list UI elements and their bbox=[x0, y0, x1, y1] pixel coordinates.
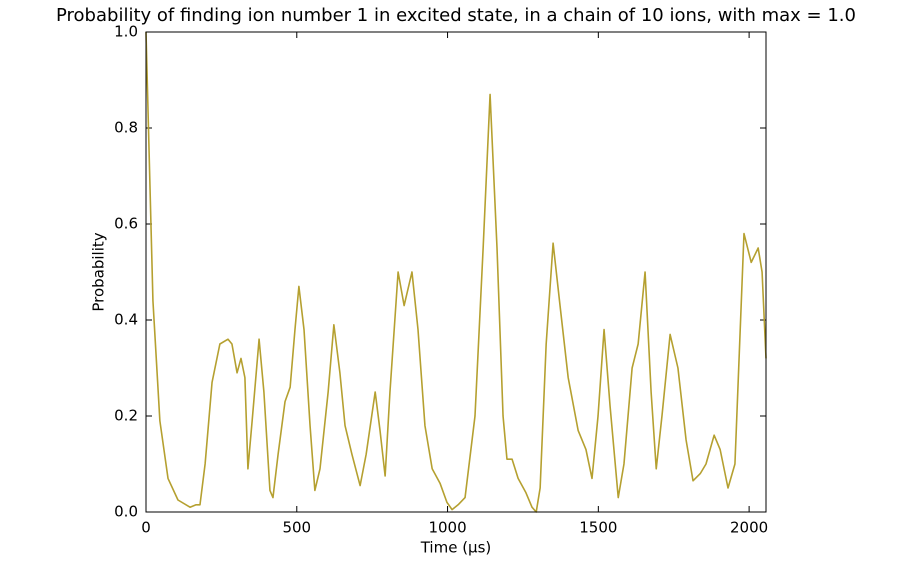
y-axis-label: Probability bbox=[90, 232, 108, 311]
x-tick-label: 2000 bbox=[730, 519, 768, 537]
plot-frame bbox=[145, 31, 767, 513]
x-axis-label: Time (μs) bbox=[420, 539, 492, 557]
x-tick-label: 1500 bbox=[579, 519, 617, 537]
y-tick-label: 0.6 bbox=[114, 215, 138, 233]
x-tick-label: 1000 bbox=[428, 519, 466, 537]
y-tick-label: 0.4 bbox=[114, 311, 138, 329]
data-line bbox=[145, 31, 767, 513]
x-tick-label: 500 bbox=[282, 519, 311, 537]
chart-title: Probability of finding ion number 1 in e… bbox=[56, 5, 856, 26]
y-tick-label: 0.8 bbox=[114, 119, 138, 137]
y-tick-label: 0.0 bbox=[114, 503, 138, 521]
x-tick-label: 0 bbox=[141, 519, 151, 537]
y-tick-label: 1.0 bbox=[114, 23, 138, 41]
y-tick-label: 0.2 bbox=[114, 407, 138, 425]
